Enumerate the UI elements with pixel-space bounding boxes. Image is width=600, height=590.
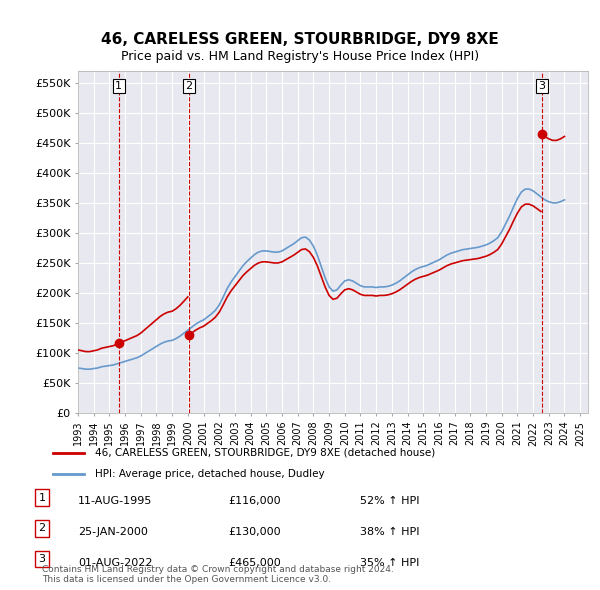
Text: Contains HM Land Registry data © Crown copyright and database right 2024.
This d: Contains HM Land Registry data © Crown c… xyxy=(42,565,394,584)
Text: 52% ↑ HPI: 52% ↑ HPI xyxy=(360,496,419,506)
Text: 2: 2 xyxy=(38,523,46,533)
Text: 11-AUG-1995: 11-AUG-1995 xyxy=(78,496,152,506)
Text: Price paid vs. HM Land Registry's House Price Index (HPI): Price paid vs. HM Land Registry's House … xyxy=(121,50,479,63)
Text: 1: 1 xyxy=(38,493,46,503)
Text: 3: 3 xyxy=(38,554,46,564)
Text: HPI: Average price, detached house, Dudley: HPI: Average price, detached house, Dudl… xyxy=(95,468,325,478)
Text: 25-JAN-2000: 25-JAN-2000 xyxy=(78,527,148,537)
Text: 1: 1 xyxy=(115,81,122,91)
Text: 2: 2 xyxy=(185,81,193,91)
Text: 01-AUG-2022: 01-AUG-2022 xyxy=(78,558,152,568)
Text: 38% ↑ HPI: 38% ↑ HPI xyxy=(360,527,419,537)
Text: £130,000: £130,000 xyxy=(228,527,281,537)
Text: £465,000: £465,000 xyxy=(228,558,281,568)
Text: 46, CARELESS GREEN, STOURBRIDGE, DY9 8XE: 46, CARELESS GREEN, STOURBRIDGE, DY9 8XE xyxy=(101,32,499,47)
Text: 35% ↑ HPI: 35% ↑ HPI xyxy=(360,558,419,568)
Text: £116,000: £116,000 xyxy=(228,496,281,506)
Text: 46, CARELESS GREEN, STOURBRIDGE, DY9 8XE (detached house): 46, CARELESS GREEN, STOURBRIDGE, DY9 8XE… xyxy=(95,448,435,458)
Text: 3: 3 xyxy=(539,81,545,91)
